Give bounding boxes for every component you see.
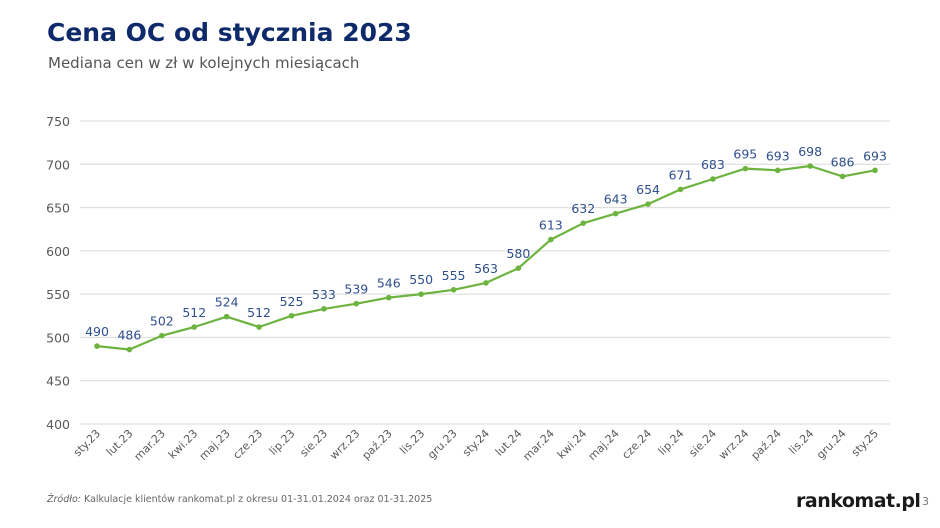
x-tick-label: maj.23 (197, 427, 233, 463)
data-point (807, 163, 813, 169)
series-line (96, 164, 876, 351)
x-tick-label: sty.24 (460, 427, 492, 459)
data-point (548, 236, 554, 243)
y-tick-label: 450 (46, 374, 70, 389)
data-label: 693 (863, 148, 887, 163)
y-tick-label: 700 (46, 157, 70, 172)
x-tick-label: mar.24 (521, 427, 557, 463)
data-label: 525 (280, 294, 304, 309)
y-tick-label: 550 (46, 287, 70, 302)
data-point (483, 280, 489, 286)
x-tick-label: maj.24 (586, 427, 622, 463)
data-label: 693 (766, 148, 790, 163)
data-point (126, 346, 133, 353)
data-point (353, 300, 360, 307)
data-point (774, 167, 781, 174)
data-point (742, 165, 749, 172)
x-tick-label: wrz.23 (327, 427, 362, 462)
x-tick-label: gru.24 (814, 427, 849, 462)
data-label: 613 (539, 218, 563, 233)
data-point (515, 265, 522, 271)
rankomat-logo: rankomat.pl (796, 490, 921, 512)
data-point (321, 306, 327, 312)
data-label: 512 (247, 305, 271, 320)
source-label: Źródło: (47, 494, 81, 505)
data-label: 643 (604, 192, 628, 207)
data-label: 539 (344, 282, 368, 297)
x-tick-label: sie.24 (686, 427, 719, 460)
data-point (256, 324, 262, 330)
data-label: 490 (85, 324, 109, 339)
data-label: 512 (182, 305, 206, 320)
data-label: 671 (669, 167, 693, 182)
data-label: 683 (701, 157, 725, 172)
data-point (645, 201, 651, 207)
data-point (288, 312, 295, 319)
y-tick-label: 500 (46, 330, 70, 345)
x-tick-label: sie.23 (297, 427, 330, 460)
data-point (191, 324, 198, 330)
data-point (94, 343, 100, 349)
data-label: 524 (215, 295, 239, 310)
data-label: 695 (733, 147, 757, 162)
x-tick-label: sty.23 (71, 427, 103, 459)
x-tick-label: mar.23 (132, 427, 168, 463)
x-tick-label: paź.23 (360, 427, 395, 462)
data-label: 486 (117, 328, 141, 343)
x-tick-label: paź.24 (749, 427, 784, 462)
x-tick-label: lip.24 (656, 427, 687, 458)
data-point (385, 294, 392, 301)
data-label: 550 (409, 272, 433, 287)
data-point (450, 287, 457, 293)
x-tick-label: gru.23 (425, 427, 460, 462)
y-tick-label: 650 (46, 201, 70, 216)
x-tick-label: kwi.24 (555, 427, 590, 462)
x-tick-label: sty.25 (849, 427, 881, 459)
x-tick-label: kwi.23 (166, 427, 201, 462)
data-point (418, 291, 424, 297)
data-point (872, 167, 878, 174)
x-tick-label: wrz.24 (716, 427, 751, 462)
x-tick-label: lis.23 (397, 427, 427, 457)
chart-subtitle: Mediana cen w zł w kolejnych miesiącach (48, 54, 360, 72)
data-label: 533 (312, 287, 336, 302)
y-tick-label: 750 (46, 114, 70, 129)
x-tick-label: lip.23 (267, 427, 298, 458)
data-label: 563 (474, 261, 498, 276)
data-label: 555 (442, 268, 466, 283)
data-label: 502 (150, 314, 174, 329)
x-tick-label: cze.23 (230, 427, 265, 462)
data-point (223, 313, 230, 320)
page-number: 3 (922, 495, 929, 508)
data-point (159, 332, 165, 339)
data-label: 654 (636, 182, 660, 197)
data-label: 632 (571, 201, 595, 216)
source-note: Źródło: Kalkulacje klientów rankomat.pl … (47, 494, 432, 505)
y-tick-label: 600 (46, 244, 70, 259)
source-text: Kalkulacje klientów rankomat.pl z okresu… (81, 494, 433, 505)
data-label: 580 (506, 246, 530, 261)
data-label: 686 (831, 154, 855, 169)
data-label: 698 (798, 144, 822, 159)
data-point (612, 210, 619, 217)
data-point (710, 176, 716, 182)
x-tick-label: lis.24 (786, 427, 816, 457)
chart-title: Cena OC od stycznia 2023 (47, 18, 412, 47)
data-point (580, 220, 587, 226)
data-point (677, 186, 684, 193)
x-tick-label: cze.24 (619, 427, 654, 462)
data-point (839, 173, 846, 180)
data-label: 546 (377, 276, 401, 291)
y-tick-label: 400 (46, 417, 70, 432)
